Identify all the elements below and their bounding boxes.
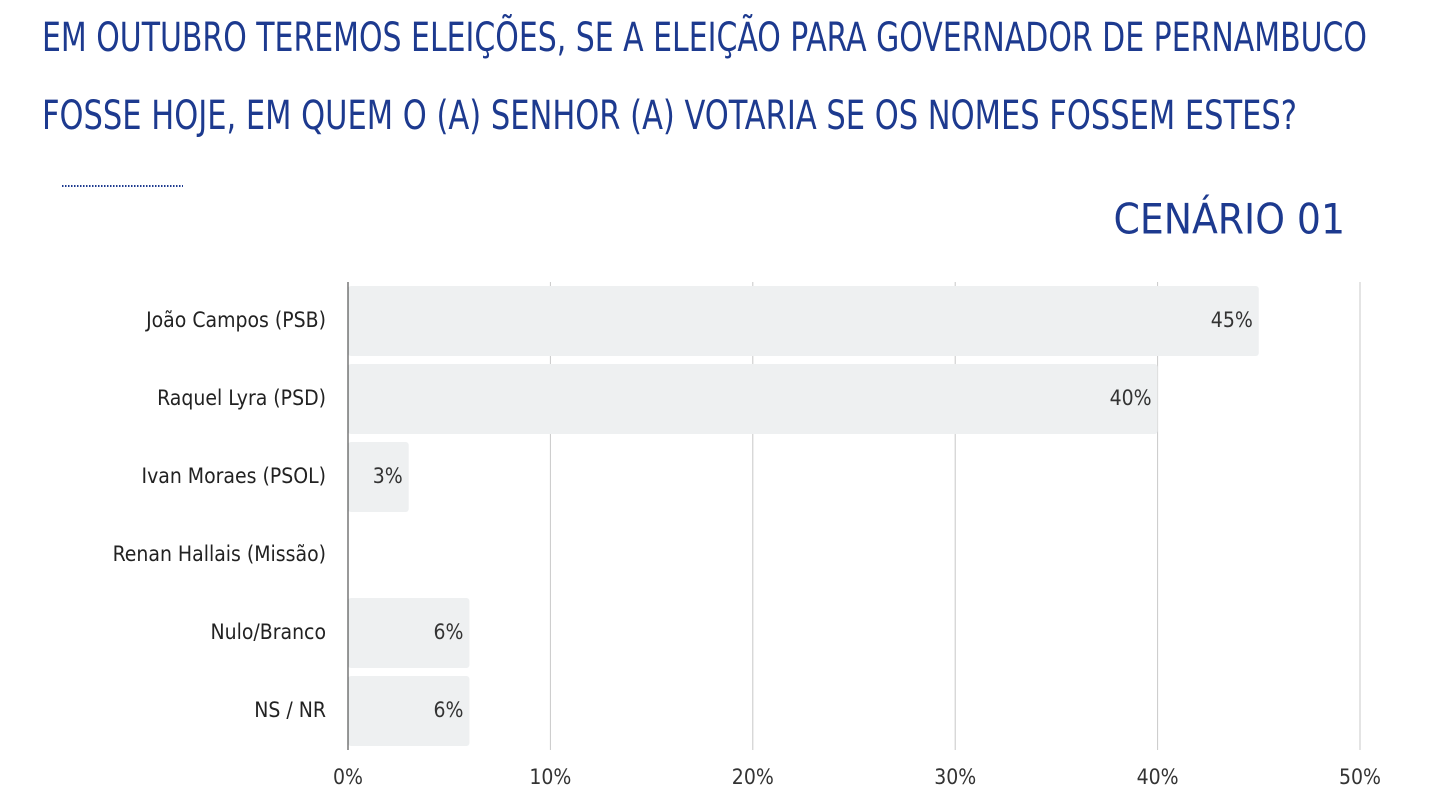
bar <box>348 364 1158 434</box>
x-tick-label: 50% <box>1339 765 1381 789</box>
bar <box>348 598 470 668</box>
data-label: 6% <box>433 620 463 644</box>
chart-title: FOSSE HOJE, EM QUEM O (A) SENHOR (A) VOT… <box>42 93 1297 139</box>
y-tick-label: Nulo/Branco <box>211 620 327 644</box>
chart-subtitle: CENÁRIO 01 <box>1113 194 1345 244</box>
y-tick-label: NS / NR <box>254 698 326 722</box>
y-tick-label: João Campos (PSB) <box>145 308 326 332</box>
x-tick-label: 0% <box>333 765 363 789</box>
bar <box>348 676 470 746</box>
y-tick-label: Ivan Moraes (PSOL) <box>142 464 327 488</box>
data-label: 40% <box>1110 386 1152 410</box>
y-tick-label: Raquel Lyra (PSD) <box>157 386 326 410</box>
y-tick-label: Renan Hallais (Missão) <box>113 542 326 566</box>
chart-title: EM OUTUBRO TEREMOS ELEIÇÕES, SE A ELEIÇÃ… <box>42 13 1367 61</box>
x-tick-label: 10% <box>529 765 571 789</box>
bar <box>348 286 1259 356</box>
data-label: 3% <box>373 464 403 488</box>
x-tick-label: 40% <box>1137 765 1179 789</box>
bar <box>348 442 409 512</box>
data-label: 6% <box>433 698 463 722</box>
x-tick-label: 30% <box>934 765 976 789</box>
x-tick-label: 20% <box>732 765 774 789</box>
data-label: 45% <box>1211 308 1253 332</box>
